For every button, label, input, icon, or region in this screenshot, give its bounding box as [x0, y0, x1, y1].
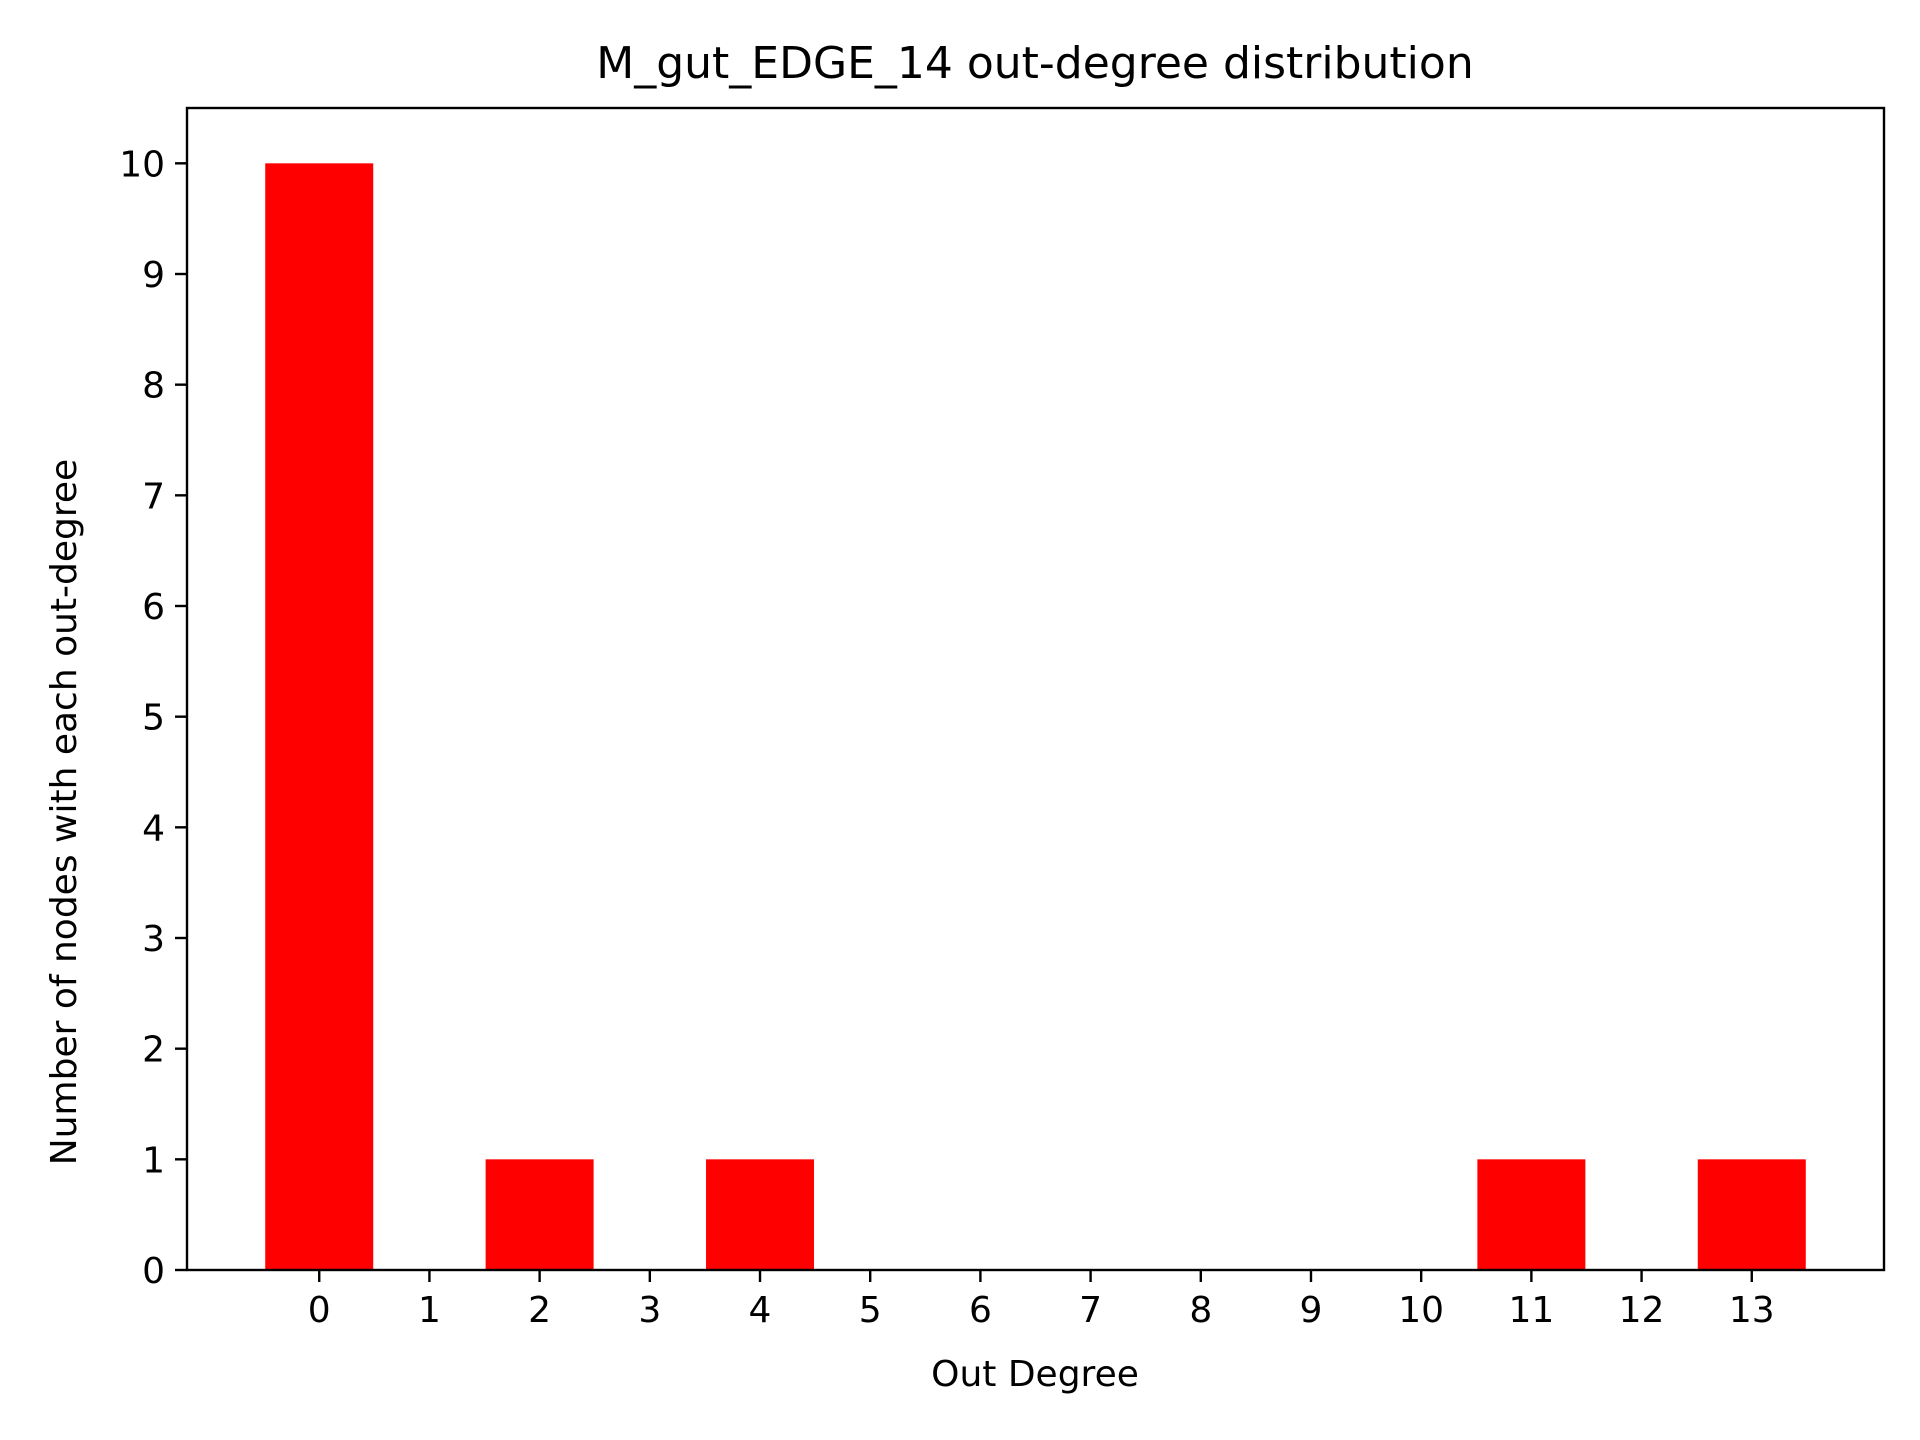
- x-tick-label: 6: [969, 1290, 992, 1331]
- y-axis-label: Number of nodes with each out-degree: [44, 459, 85, 1165]
- y-tick-label: 10: [119, 144, 165, 185]
- x-tick-label: 1: [418, 1290, 441, 1331]
- y-tick-label: 7: [142, 476, 165, 517]
- y-tick-label: 5: [142, 698, 165, 739]
- y-tick-label: 4: [142, 808, 165, 849]
- chart-title: M_gut_EDGE_14 out-degree distribution: [596, 38, 1473, 89]
- y-tick-label: 8: [142, 366, 165, 407]
- y-tick-label: 3: [142, 919, 165, 960]
- bar-outdegree-0: [265, 163, 374, 1270]
- y-tick-label: 2: [142, 1030, 165, 1071]
- y-tick-label: 1: [142, 1140, 165, 1181]
- bar-outdegree-11: [1477, 1159, 1586, 1270]
- y-tick-label: 6: [142, 587, 165, 628]
- x-tick-label: 10: [1398, 1290, 1444, 1331]
- y-tick-label: 9: [142, 255, 165, 296]
- bar-outdegree-4: [706, 1159, 815, 1270]
- x-tick-label: 0: [308, 1290, 331, 1331]
- bar-outdegree-13: [1697, 1159, 1806, 1270]
- x-axis-label: Out Degree: [931, 1354, 1139, 1395]
- x-axis-ticks: 0 1 2 3 4 5 6 7 8 9 10 11 12 13: [308, 1270, 1775, 1331]
- x-tick-label: 5: [859, 1290, 882, 1331]
- bar-outdegree-2: [485, 1159, 594, 1270]
- x-tick-label: 3: [638, 1290, 661, 1331]
- x-tick-label: 4: [749, 1290, 772, 1331]
- x-tick-label: 9: [1300, 1290, 1323, 1331]
- plot-area-frame: [185, 106, 1886, 1272]
- x-tick-label: 8: [1189, 1290, 1212, 1331]
- x-tick-label: 2: [528, 1290, 551, 1331]
- x-tick-label: 12: [1619, 1290, 1665, 1331]
- x-tick-label: 7: [1079, 1290, 1102, 1331]
- x-tick-label: 11: [1508, 1290, 1554, 1331]
- y-axis-ticks: 0 1 2 3 4 5 6 7 8 9 10: [119, 144, 187, 1292]
- x-tick-label: 13: [1729, 1290, 1775, 1331]
- y-tick-label: 0: [142, 1251, 165, 1292]
- bars-layer: [265, 163, 1806, 1270]
